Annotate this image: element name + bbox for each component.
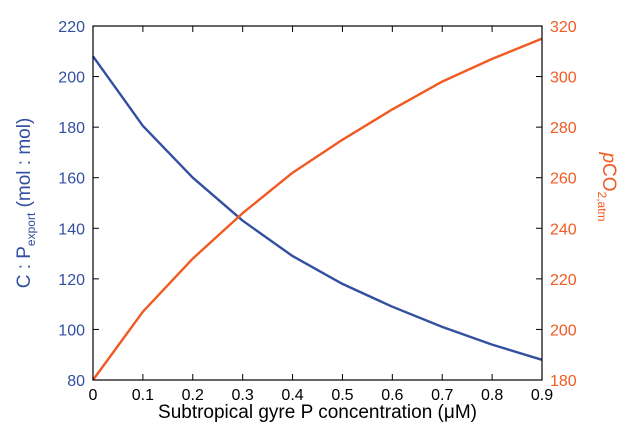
x-axis-ticks: 0 0.1 0.2 0.3 0.4 0.5 0.6 0.7 0.8 0.9 — [89, 26, 553, 404]
x-tick-label: 0.1 — [132, 387, 154, 404]
left-tick-label: 160 — [58, 171, 85, 188]
pco2-atm-line — [92, 37, 543, 381]
right-tick-label: 200 — [550, 322, 577, 339]
x-tick-label: 0.3 — [232, 387, 254, 404]
left-axis-label: C : Pexport (mol : mol) — [14, 118, 38, 289]
left-tick-label: 140 — [58, 221, 85, 238]
x-tick-label: 0.5 — [331, 387, 353, 404]
right-tick-label: 320 — [550, 19, 577, 36]
right-tick-label: 240 — [550, 221, 577, 238]
x-axis-label: Subtropical gyre P concentration (μM) — [158, 402, 477, 423]
x-tick-label: 0.8 — [481, 387, 503, 404]
left-axis-ticks: 80 100 120 140 160 180 200 220 — [58, 19, 99, 390]
right-tick-label: 300 — [550, 70, 577, 87]
left-tick-label: 80 — [67, 373, 85, 390]
left-tick-label: 200 — [58, 70, 85, 87]
x-tick-label: 0 — [89, 387, 98, 404]
left-axis-label-sub: export — [24, 212, 38, 246]
right-tick-label: 220 — [550, 272, 577, 289]
left-tick-label: 120 — [58, 272, 85, 289]
right-tick-label: 260 — [550, 171, 577, 188]
right-axis-label-main: CO — [598, 163, 619, 192]
left-axis-label-main: C : P — [14, 246, 35, 288]
x-tick-label: 0.2 — [182, 387, 204, 404]
series-group — [92, 37, 543, 381]
x-tick-label: 0.9 — [531, 387, 553, 404]
right-tick-label: 280 — [550, 120, 577, 137]
x-tick-label: 0.4 — [281, 387, 303, 404]
right-axis-ticks: 180 200 220 240 260 280 300 320 — [536, 19, 577, 390]
right-tick-label: 180 — [550, 373, 577, 390]
left-tick-label: 180 — [58, 120, 85, 137]
left-axis-label-unit: (mol : mol) — [14, 118, 35, 213]
left-tick-label: 100 — [58, 322, 85, 339]
cp-export-line — [92, 55, 543, 361]
plot-frame — [92, 25, 543, 381]
x-tick-label: 0.6 — [381, 387, 403, 404]
right-axis-label-p: p — [598, 151, 619, 163]
left-tick-label: 220 — [58, 19, 85, 36]
right-axis-label-sub: 2,atm — [595, 192, 609, 222]
right-axis-label: pCO2,atm — [595, 151, 619, 221]
x-tick-label: 0.7 — [431, 387, 453, 404]
